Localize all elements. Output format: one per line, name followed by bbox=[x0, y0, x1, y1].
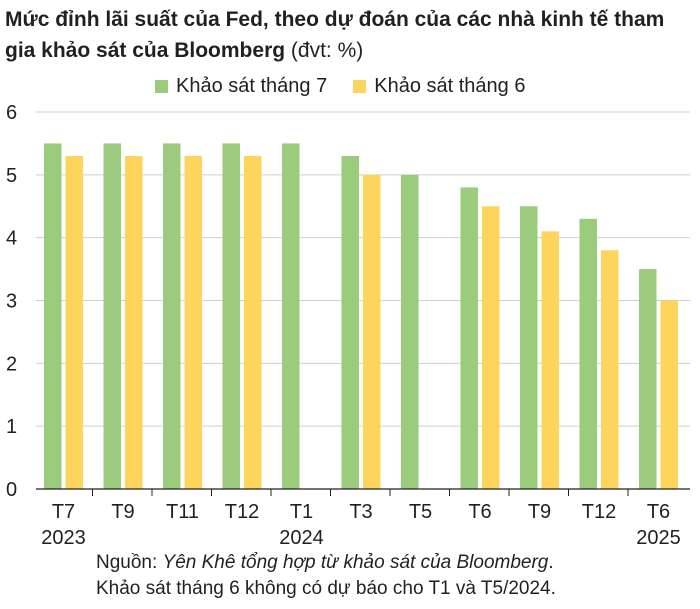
bar-july-3 bbox=[222, 143, 240, 489]
bar-june-2 bbox=[184, 155, 202, 489]
x-tick-label-0: T7 bbox=[52, 501, 75, 523]
x-tick-label-2: T11 bbox=[166, 501, 199, 523]
bar-june-10 bbox=[660, 300, 678, 489]
bar-june-9 bbox=[601, 250, 619, 489]
x-tick-label-7: T6 bbox=[468, 501, 491, 523]
x-tick-label-10: T6 bbox=[647, 501, 670, 523]
source-remark: Khảo sát tháng 6 không có dự báo cho T1 … bbox=[96, 578, 556, 599]
bar-june-5 bbox=[363, 174, 381, 490]
bar-july-9 bbox=[579, 218, 597, 490]
legend-label-july: Khảo sát tháng 7 bbox=[176, 74, 328, 97]
x-tick-label-5: T3 bbox=[349, 501, 372, 523]
bar-july-1 bbox=[103, 143, 121, 489]
bar-july-8 bbox=[520, 206, 538, 489]
y-tick-label-5: 5 bbox=[6, 165, 17, 187]
bar-july-0 bbox=[44, 143, 62, 489]
x-tick-label-3: T12 bbox=[225, 501, 259, 523]
x-year-label-4: 2024 bbox=[279, 527, 324, 549]
bar-july-10 bbox=[639, 269, 657, 489]
legend-swatch-july bbox=[155, 79, 168, 93]
bar-july-5 bbox=[341, 155, 359, 489]
y-tick-label-1: 1 bbox=[6, 416, 17, 438]
x-year-label-0: 2023 bbox=[41, 527, 86, 549]
legend-item-june: Khảo sát tháng 6 bbox=[353, 75, 525, 98]
chart-title-text: Mức đỉnh lãi suất của Fed, theo dự đoán … bbox=[5, 8, 665, 62]
bar-july-6 bbox=[401, 174, 419, 490]
source-prefix: Nguồn: bbox=[96, 552, 163, 573]
source-note: Nguồn: Yên Khê tổng hợp từ khảo sát của … bbox=[96, 550, 556, 602]
y-tick-label-3: 3 bbox=[6, 291, 17, 313]
legend-item-july: Khảo sát tháng 7 bbox=[155, 75, 327, 98]
chart-title: Mức đỉnh lãi suất của Fed, theo dự đoán … bbox=[5, 4, 695, 66]
bar-june-0 bbox=[65, 155, 83, 489]
y-tick-label-0: 0 bbox=[6, 479, 17, 501]
y-tick-label-6: 6 bbox=[6, 102, 17, 124]
chart-unit: (đvt: %) bbox=[285, 39, 364, 62]
x-tick-label-1: T9 bbox=[111, 501, 134, 523]
source-suffix: . bbox=[548, 552, 554, 573]
bar-june-3 bbox=[244, 155, 262, 489]
x-tick-label-9: T12 bbox=[582, 501, 616, 523]
bar-june-8 bbox=[541, 231, 559, 489]
legend-label-june: Khảo sát tháng 6 bbox=[374, 74, 526, 97]
x-tick-label-8: T9 bbox=[528, 501, 551, 523]
bar-june-1 bbox=[125, 155, 143, 489]
bar-july-4 bbox=[282, 143, 300, 489]
source-credit: Yên Khê tổng hợp từ khảo sát của Bloombe… bbox=[162, 552, 549, 573]
x-year-label-10: 2025 bbox=[636, 527, 681, 549]
legend: Khảo sát tháng 7 Khảo sát tháng 6 bbox=[155, 72, 551, 100]
bar-july-7 bbox=[460, 187, 478, 489]
bar-july-2 bbox=[163, 143, 181, 489]
x-tick-label-4: T1 bbox=[290, 501, 313, 523]
x-tick-label-6: T5 bbox=[409, 501, 432, 523]
y-tick-label-4: 4 bbox=[6, 228, 17, 250]
y-tick-label-2: 2 bbox=[6, 353, 17, 375]
legend-swatch-june bbox=[353, 79, 367, 93]
source-line: Nguồn: Yên Khê tổng hợp từ khảo sát của … bbox=[96, 550, 556, 576]
bar-june-7 bbox=[482, 206, 500, 489]
